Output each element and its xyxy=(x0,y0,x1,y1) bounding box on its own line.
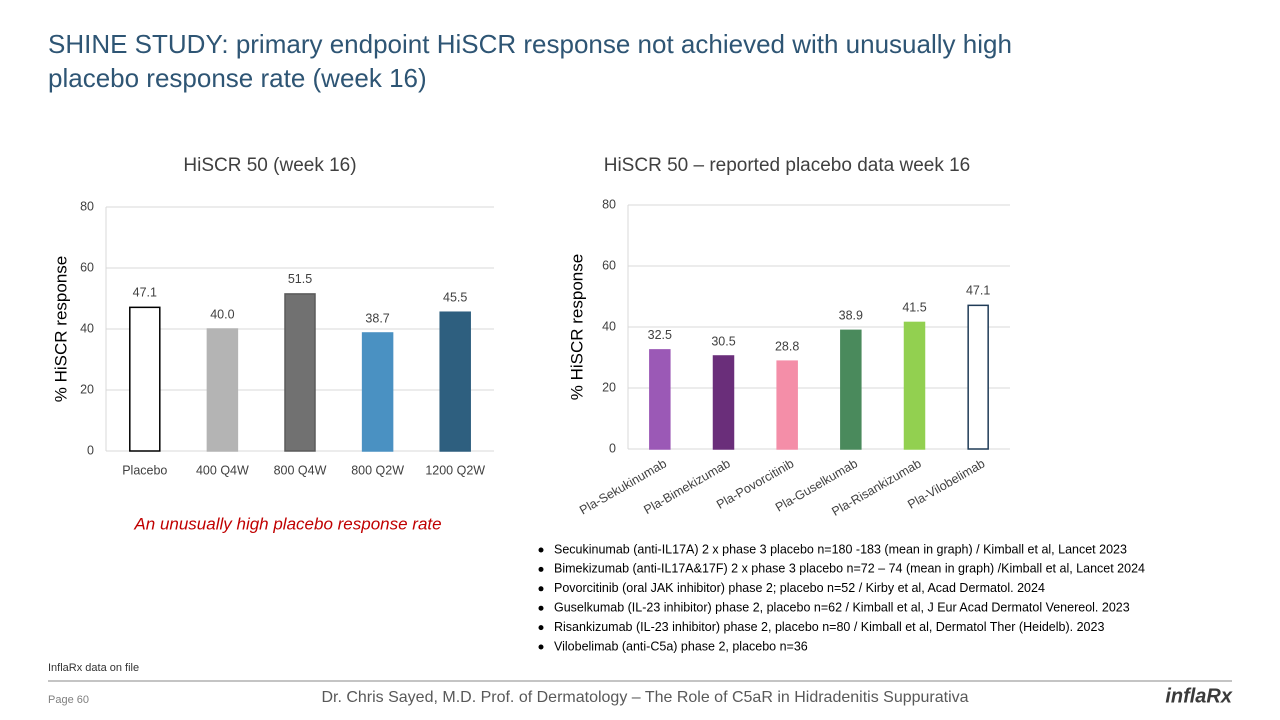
note: Risankizumab (IL-23 inhibitor) phase 2, … xyxy=(554,620,1104,634)
bullet xyxy=(538,586,544,592)
value-label: 47.1 xyxy=(133,286,157,300)
bar xyxy=(439,311,471,452)
page-number: Page 60 xyxy=(48,694,89,706)
y-axis-label: % HiSCR response xyxy=(567,254,586,400)
y-tick-label: 60 xyxy=(80,260,94,274)
slide-title-line: placebo response rate (week 16) xyxy=(48,63,427,93)
bullet xyxy=(538,547,544,553)
callout: An unusually high placebo response rate xyxy=(133,514,441,533)
y-tick-label: 80 xyxy=(80,199,94,213)
y-tick-label: 20 xyxy=(80,382,94,396)
bullet xyxy=(538,644,544,650)
note: Guselkumab (IL-23 inhibitor) phase 2, pl… xyxy=(554,600,1130,614)
value-label: 38.9 xyxy=(839,309,863,323)
note: Secukinumab (anti-IL17A) 2 x phase 3 pla… xyxy=(554,542,1127,556)
bar xyxy=(903,321,926,450)
value-label: 28.8 xyxy=(775,339,799,353)
bar xyxy=(284,293,316,452)
chart-title: HiSCR 50 (week 16) xyxy=(183,155,356,176)
value-label: 32.5 xyxy=(648,328,672,342)
value-label: 40.0 xyxy=(210,307,234,321)
bar xyxy=(206,328,239,452)
y-axis-label: % HiSCR response xyxy=(51,256,70,402)
y-tick-label: 40 xyxy=(602,319,616,333)
value-label: 38.7 xyxy=(365,311,389,325)
value-label: 30.5 xyxy=(711,334,735,348)
bar xyxy=(776,360,798,450)
x-tick-label: 800 Q2W xyxy=(351,463,404,477)
x-tick-label: Placebo xyxy=(122,463,167,477)
x-tick-label: 1200 Q2W xyxy=(425,463,485,477)
notes: Secukinumab (anti-IL17A) 2 x phase 3 pla… xyxy=(538,542,1145,653)
chart-title: HiSCR 50 – reported placebo data week 16 xyxy=(604,155,971,176)
bar xyxy=(361,332,394,452)
value-label: 45.5 xyxy=(443,291,467,305)
x-tick-label: 800 Q4W xyxy=(274,463,327,477)
footer: Dr. Chris Sayed, M.D. Prof. of Dermatolo… xyxy=(321,689,968,706)
bullet xyxy=(538,566,544,572)
bullet xyxy=(538,605,544,611)
note: Povorcitinib (oral JAK inhibitor) phase … xyxy=(554,581,1045,595)
value-label: 47.1 xyxy=(966,284,990,298)
logo: inflaRx xyxy=(1165,685,1233,707)
y-tick-label: 0 xyxy=(609,441,616,455)
slide-title-line: SHINE STUDY: primary endpoint HiSCR resp… xyxy=(48,29,1012,59)
note: Bimekizumab (anti-IL17A&17F) 2 x phase 3… xyxy=(554,562,1145,576)
slide-title: SHINE STUDY: primary endpoint HiSCR resp… xyxy=(48,29,1012,93)
y-tick-label: 20 xyxy=(602,380,616,394)
x-tick-label: 400 Q4W xyxy=(196,463,249,477)
bar xyxy=(967,304,989,450)
bar xyxy=(712,355,735,450)
y-tick-label: 80 xyxy=(602,197,616,211)
y-tick-label: 0 xyxy=(87,443,94,457)
value-label: 41.5 xyxy=(902,301,926,315)
bar xyxy=(840,329,862,450)
bullet xyxy=(538,625,544,631)
y-tick-label: 60 xyxy=(602,258,616,272)
y-tick-label: 40 xyxy=(80,321,94,335)
value-label: 51.5 xyxy=(288,272,312,286)
bar xyxy=(649,349,671,450)
bar xyxy=(129,306,161,452)
source: InflaRx data on file xyxy=(48,662,139,674)
note: Vilobelimab (anti-C5a) phase 2, placebo … xyxy=(554,639,808,653)
